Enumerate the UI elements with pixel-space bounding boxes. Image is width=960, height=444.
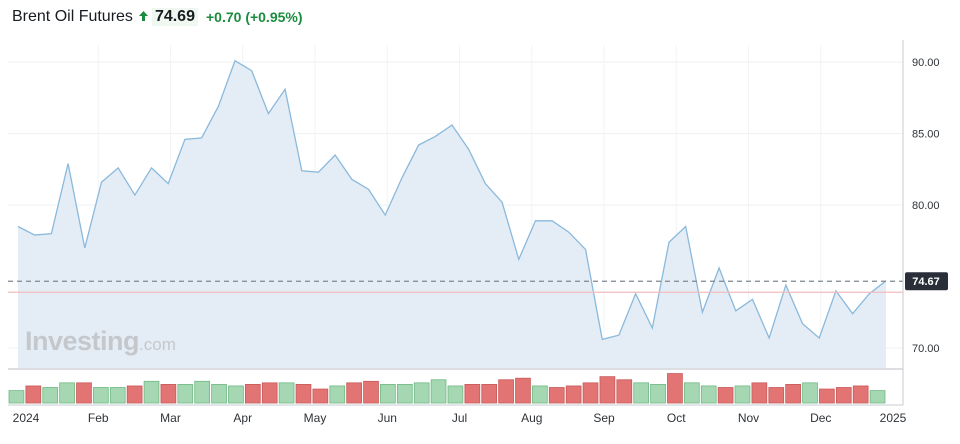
x-tick-label: May: [304, 411, 327, 425]
change-value: +0.70: [205, 9, 242, 25]
volume-bar: [616, 379, 633, 404]
x-tick-label: Nov: [738, 411, 759, 425]
volume-bar: [447, 385, 464, 404]
y-tick-label: 85.00: [912, 129, 940, 141]
arrow-up-icon: [138, 8, 148, 26]
volume-bar: [768, 387, 785, 404]
volume-bar: [8, 390, 25, 404]
volume-bar: [498, 379, 514, 404]
volume-bar: [211, 383, 227, 404]
volume-bar: [819, 388, 835, 404]
x-tick-label: Jun: [378, 411, 397, 425]
x-tick-label: 2024: [13, 411, 40, 425]
x-tick-label: 2025: [880, 411, 907, 425]
volume-bar: [852, 385, 869, 404]
volume-bar: [835, 387, 852, 404]
x-tick-label: Jul: [452, 411, 467, 425]
volume-bar: [751, 382, 768, 404]
price-area: [18, 60, 886, 368]
axes: [8, 40, 904, 406]
volume-bars: [8, 373, 886, 404]
x-tick-label: Feb: [88, 411, 109, 425]
volume-bar: [413, 382, 430, 404]
volume-bar: [667, 373, 683, 404]
volume-bar: [785, 383, 801, 404]
investing-watermark: Investing .com: [25, 326, 176, 357]
volume-bar: [481, 383, 498, 404]
last-price: 74.69: [151, 8, 198, 26]
volume-bar: [25, 385, 42, 404]
volume-bar: [565, 385, 582, 404]
volume-bar: [734, 385, 751, 404]
price-line: [17, 59, 887, 341]
volume-bar: [278, 382, 295, 404]
current-price-label: 74.67: [912, 276, 940, 288]
reference-lines: 74.67: [8, 272, 948, 293]
volume-bar: [396, 383, 413, 404]
volume-bar: [177, 383, 194, 404]
volume-bar: [295, 383, 312, 404]
change-percent: (+0.95%): [245, 9, 303, 25]
volume-bar: [143, 380, 160, 404]
volume-bar: [532, 385, 548, 404]
price-series-line: [17, 59, 887, 341]
volume-bar: [109, 387, 126, 404]
volume-bar: [633, 382, 650, 404]
volume-bar: [582, 382, 599, 404]
volume-bar: [194, 380, 211, 404]
volume-bar: [380, 383, 396, 404]
x-tick-label: Oct: [667, 411, 686, 425]
volume-bar: [464, 383, 481, 404]
volume-bar: [329, 385, 346, 404]
x-tick-label: Mar: [160, 411, 181, 425]
volume-bar: [650, 383, 666, 404]
watermark-brand: Investing: [25, 326, 140, 356]
watermark-suffix: .com: [139, 335, 176, 354]
y-tick-label: 90.00: [912, 57, 940, 69]
volume-bar: [869, 390, 886, 404]
x-tick-label: Dec: [810, 411, 831, 425]
volume-bar: [228, 385, 244, 404]
volume-bar: [346, 382, 362, 404]
y-tick-label: 80.00: [912, 200, 940, 212]
volume-bar: [802, 382, 818, 404]
price-area-fill: [18, 60, 886, 368]
current-price-tag: [905, 272, 948, 291]
x-tick-label: Sep: [593, 411, 615, 425]
volume-bar: [261, 382, 278, 404]
x-tick-label: Apr: [233, 411, 252, 425]
instrument-title: Brent Oil Futures: [12, 8, 133, 25]
volume-bar: [126, 385, 143, 404]
volume-bar: [42, 387, 59, 404]
volume-bar: [717, 387, 734, 404]
volume-bar: [244, 383, 261, 404]
y-tick-label: 70.00: [912, 343, 940, 355]
volume-bar: [363, 380, 379, 404]
volume-bar: [683, 382, 700, 404]
volume-bar: [599, 376, 616, 404]
instrument-header: Brent Oil Futures 74.69 +0.70 (+0.95%): [12, 6, 303, 28]
volume-bar: [160, 383, 177, 404]
volume-bar: [430, 379, 447, 404]
x-tick-label: Aug: [521, 411, 542, 425]
volume-bar: [700, 385, 717, 404]
volume-bar: [59, 382, 75, 404]
volume-bar: [76, 382, 92, 404]
price-change: +0.70 (+0.95%): [206, 9, 303, 25]
volume-bar: [515, 377, 531, 404]
volume-bar: [312, 388, 329, 404]
volume-bar: [548, 387, 565, 404]
volume-bar: [93, 387, 109, 404]
tick-labels: 90.00 85.00 80.00 70.00 2024 Feb Mar Apr May Jun J…: [13, 57, 940, 425]
